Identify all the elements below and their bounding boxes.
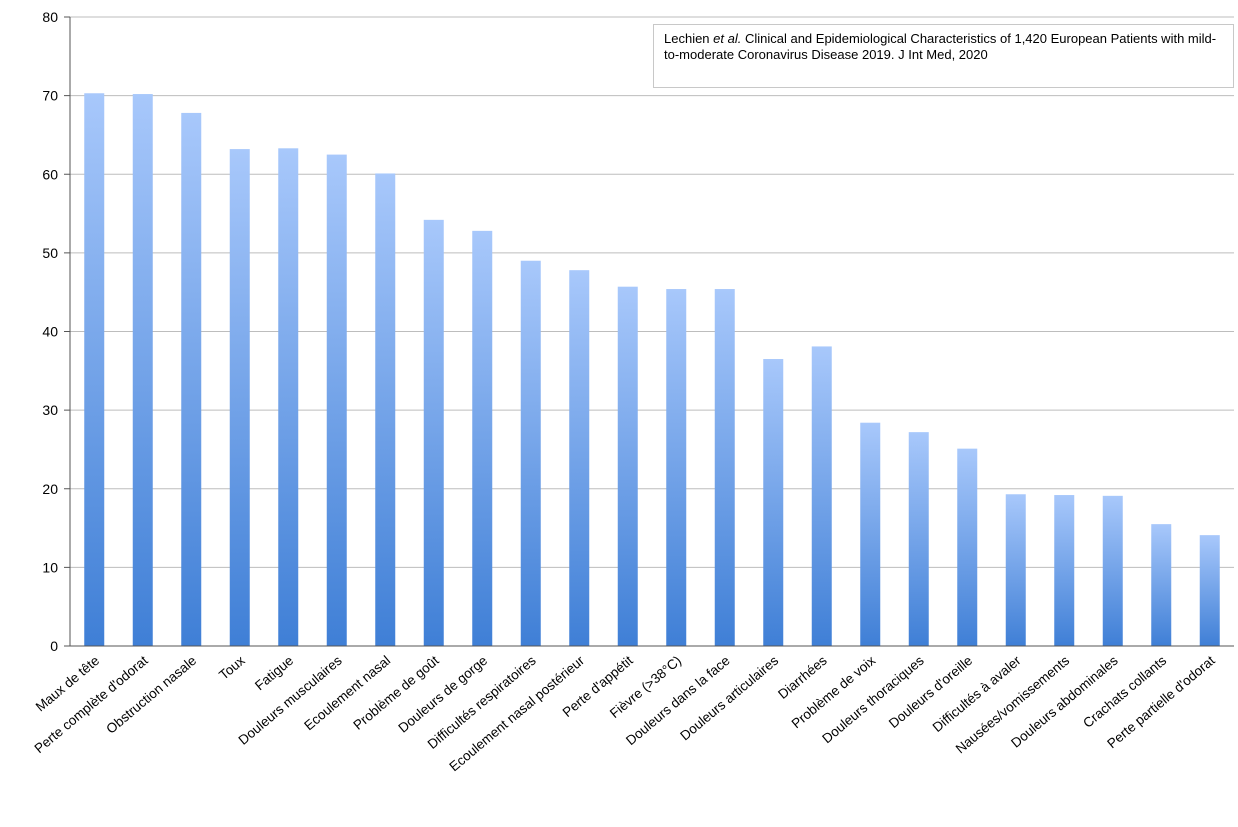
- bar: [181, 112, 202, 647]
- bar: [1199, 535, 1220, 646]
- bar: [520, 260, 541, 646]
- y-tick-label: 60: [42, 166, 58, 182]
- y-tick-label: 20: [42, 481, 58, 497]
- y-tick-label: 0: [50, 638, 58, 654]
- x-tick-label: Douleurs d'oreille: [886, 653, 975, 731]
- axes: [69, 17, 1234, 647]
- bars: [84, 93, 1220, 647]
- y-axis-ticks: 0 10 20 30 40 50 60 70 80: [42, 9, 70, 654]
- source-annotation: Lechien et al. Clinical and Epidemiologi…: [664, 31, 1229, 63]
- annotation-author: Lechien: [664, 31, 714, 46]
- bar: [1054, 495, 1075, 646]
- y-tick-label: 70: [42, 88, 58, 104]
- annotation-box: [653, 24, 1234, 88]
- annotation-etal: et al.: [713, 31, 742, 46]
- y-tick-label: 50: [42, 245, 58, 261]
- bar: [1102, 495, 1123, 646]
- bar: [132, 94, 153, 647]
- y-tick-label: 10: [42, 559, 58, 575]
- bar: [229, 149, 250, 646]
- x-tick-label: Problème de goût: [350, 653, 441, 733]
- x-tick-label: Toux: [216, 653, 248, 683]
- bar: [1151, 524, 1172, 646]
- bar: [472, 230, 493, 647]
- bar: [423, 219, 444, 647]
- bar: [617, 286, 638, 646]
- bar: [1005, 494, 1026, 646]
- x-tick-label: Obstruction nasale: [103, 653, 199, 737]
- gridlines: [70, 16, 1234, 568]
- bar: [375, 173, 396, 646]
- bar: [860, 422, 881, 646]
- y-tick-label: 80: [42, 9, 58, 25]
- bar: [326, 154, 347, 646]
- annotation-reference: Clinical and Epidemiological Characteris…: [664, 31, 1217, 62]
- x-tick-label: Ecoulement nasal: [301, 653, 393, 733]
- bar: [908, 432, 929, 646]
- y-tick-label: 30: [42, 402, 58, 418]
- x-tick-label: Crachats collants: [1080, 653, 1169, 731]
- bar: [714, 289, 735, 646]
- bar: [569, 270, 590, 646]
- bar: [278, 148, 299, 646]
- bar: [84, 93, 105, 647]
- bar: [811, 346, 832, 646]
- x-tick-label: Fatigue: [252, 653, 296, 693]
- x-tick-label: Difficultés à avaler: [930, 652, 1024, 735]
- x-tick-label: Douleurs de gorge: [395, 653, 490, 736]
- y-tick-label: 40: [42, 324, 58, 340]
- bar: [763, 359, 784, 646]
- bar: [957, 448, 978, 646]
- x-tick-label: Problème de voix: [789, 653, 879, 732]
- bar: [666, 289, 687, 646]
